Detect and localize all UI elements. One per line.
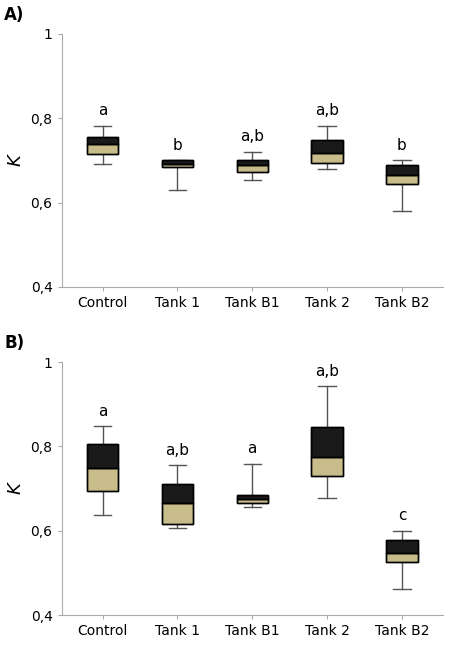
Bar bbox=[162, 161, 193, 164]
Text: b: b bbox=[173, 138, 182, 153]
Bar bbox=[87, 144, 118, 154]
Text: c: c bbox=[398, 508, 406, 523]
Text: a: a bbox=[98, 404, 108, 419]
Bar bbox=[162, 484, 193, 524]
Text: A): A) bbox=[4, 6, 25, 24]
Text: a,b: a,b bbox=[166, 442, 189, 458]
Text: a,b: a,b bbox=[315, 364, 339, 379]
Text: a: a bbox=[248, 441, 257, 457]
Bar bbox=[237, 161, 268, 172]
Text: a,b: a,b bbox=[240, 130, 264, 144]
Bar bbox=[237, 161, 268, 164]
Bar bbox=[311, 428, 343, 476]
Bar bbox=[386, 540, 418, 562]
Bar bbox=[386, 553, 418, 562]
Bar bbox=[162, 164, 193, 167]
Bar bbox=[311, 428, 343, 457]
Bar bbox=[237, 164, 268, 172]
Bar bbox=[311, 153, 343, 163]
Bar bbox=[386, 164, 418, 184]
Y-axis label: K: K bbox=[7, 155, 25, 166]
Bar bbox=[311, 140, 343, 163]
Bar bbox=[237, 499, 268, 503]
Bar bbox=[87, 137, 118, 144]
Y-axis label: K: K bbox=[7, 482, 25, 495]
Bar bbox=[311, 140, 343, 153]
Bar bbox=[87, 444, 118, 468]
Text: B): B) bbox=[4, 334, 24, 352]
Bar bbox=[162, 161, 193, 167]
Bar bbox=[386, 164, 418, 175]
Bar bbox=[87, 468, 118, 491]
Text: b: b bbox=[397, 138, 407, 153]
Bar bbox=[237, 495, 268, 503]
Bar bbox=[87, 444, 118, 491]
Text: a,b: a,b bbox=[315, 103, 339, 118]
Bar bbox=[87, 137, 118, 154]
Bar bbox=[162, 503, 193, 524]
Bar bbox=[311, 457, 343, 476]
Bar bbox=[386, 540, 418, 553]
Bar bbox=[386, 175, 418, 184]
Text: a: a bbox=[98, 103, 108, 118]
Bar bbox=[237, 495, 268, 499]
Bar bbox=[162, 484, 193, 503]
